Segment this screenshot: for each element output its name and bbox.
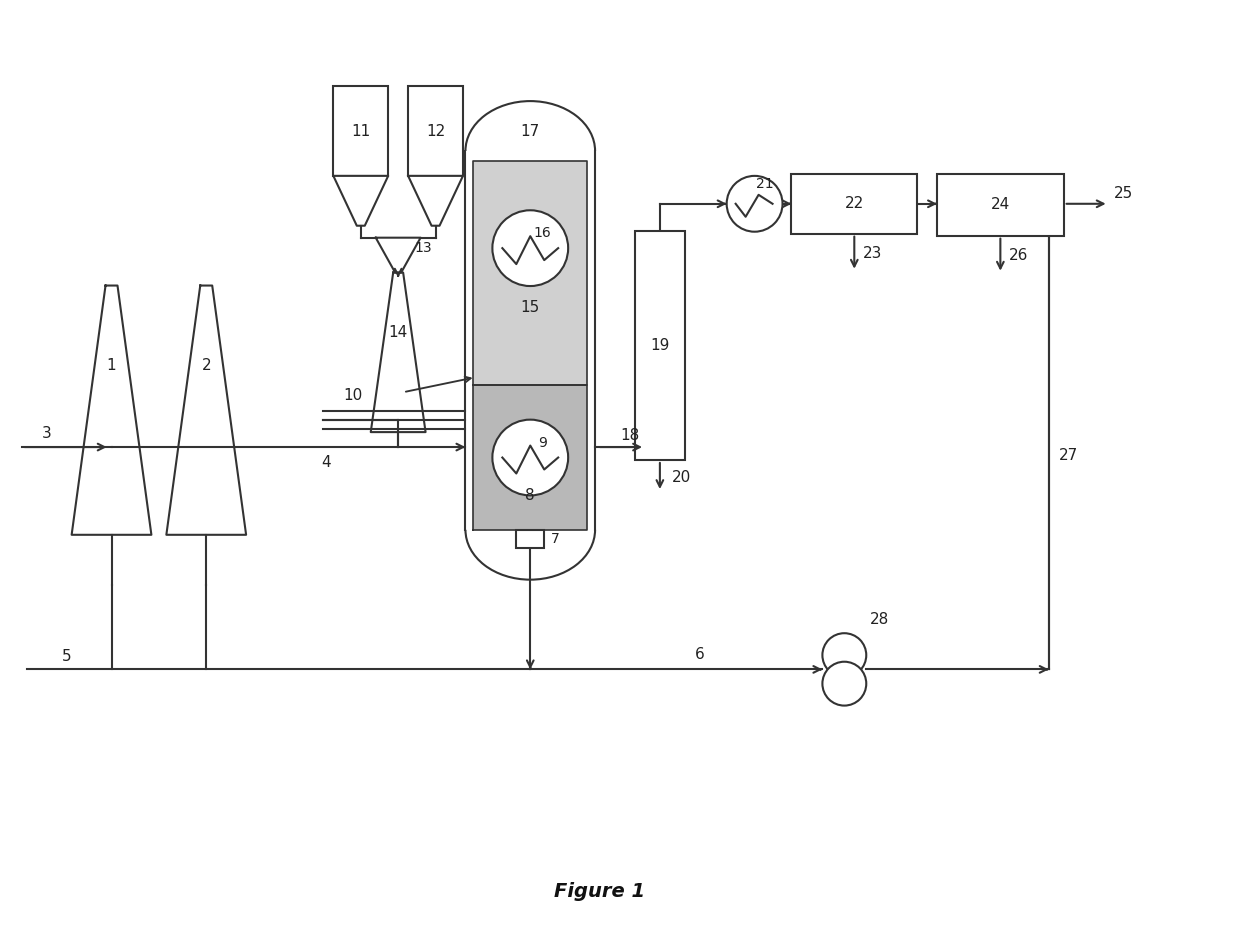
- Text: 4: 4: [321, 454, 331, 469]
- Polygon shape: [376, 237, 420, 273]
- Text: 7: 7: [551, 532, 559, 546]
- Text: Figure 1: Figure 1: [554, 883, 646, 901]
- FancyBboxPatch shape: [937, 174, 1064, 236]
- Polygon shape: [72, 285, 151, 535]
- Polygon shape: [334, 176, 388, 225]
- Polygon shape: [371, 273, 425, 432]
- Text: 22: 22: [844, 196, 864, 211]
- Text: 26: 26: [1008, 248, 1028, 263]
- Text: 19: 19: [650, 338, 670, 352]
- Circle shape: [492, 420, 568, 496]
- Text: 21: 21: [755, 177, 774, 191]
- Circle shape: [822, 662, 867, 706]
- FancyBboxPatch shape: [791, 174, 918, 234]
- Text: 20: 20: [672, 470, 692, 485]
- Text: 5: 5: [62, 649, 72, 664]
- Text: 28: 28: [869, 612, 889, 627]
- Text: 8: 8: [526, 488, 536, 503]
- Text: 18: 18: [620, 427, 640, 442]
- Text: 24: 24: [991, 197, 1011, 212]
- FancyBboxPatch shape: [474, 161, 587, 385]
- Text: 17: 17: [521, 123, 539, 138]
- Text: 1: 1: [107, 358, 117, 373]
- Circle shape: [727, 176, 782, 232]
- Text: 16: 16: [533, 226, 551, 240]
- Text: 13: 13: [414, 240, 432, 254]
- Text: 10: 10: [343, 388, 363, 403]
- Text: 6: 6: [694, 647, 704, 662]
- Circle shape: [822, 633, 867, 677]
- Text: 11: 11: [351, 123, 371, 138]
- Text: 3: 3: [42, 425, 52, 440]
- FancyBboxPatch shape: [408, 86, 463, 176]
- Polygon shape: [166, 285, 246, 535]
- Text: 2: 2: [201, 358, 211, 373]
- Text: 9: 9: [538, 436, 547, 450]
- FancyBboxPatch shape: [334, 86, 388, 176]
- Polygon shape: [408, 176, 463, 225]
- Text: 23: 23: [863, 246, 882, 261]
- FancyBboxPatch shape: [516, 530, 544, 548]
- Text: 25: 25: [1114, 186, 1133, 201]
- Text: 15: 15: [521, 300, 539, 315]
- Text: 27: 27: [1059, 448, 1079, 463]
- Text: 14: 14: [388, 324, 408, 340]
- Circle shape: [492, 210, 568, 286]
- FancyBboxPatch shape: [474, 385, 587, 530]
- Text: 12: 12: [425, 123, 445, 138]
- FancyBboxPatch shape: [635, 231, 684, 460]
